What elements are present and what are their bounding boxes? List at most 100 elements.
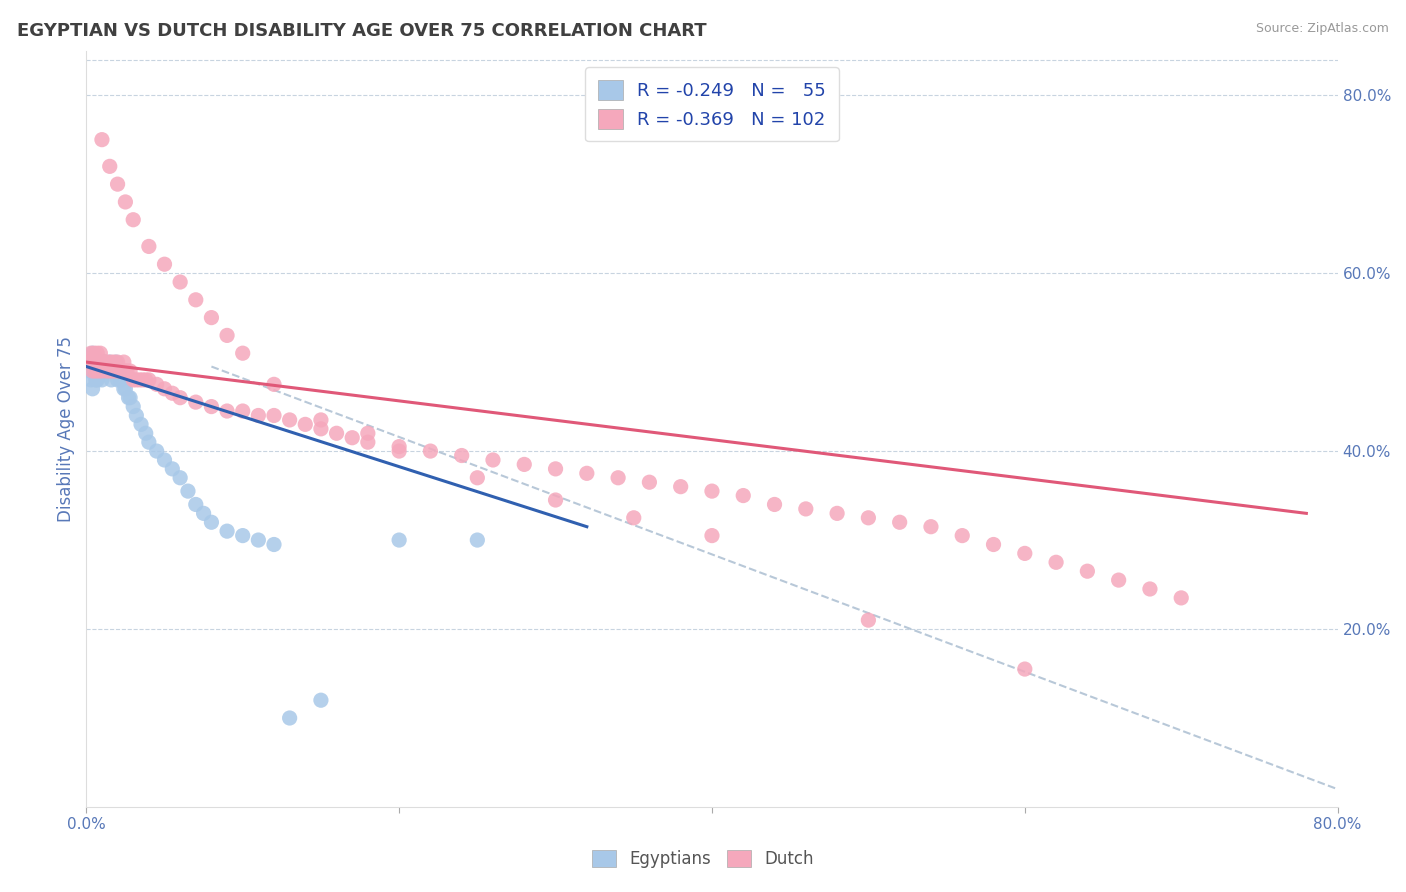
- Point: [90, 364, 112, 378]
- Point: [112, 382, 135, 396]
- Point: [700, 484, 723, 499]
- Point: [122, 212, 145, 227]
- Point: [112, 355, 135, 369]
- Point: [100, 373, 122, 387]
- Point: [169, 275, 191, 289]
- Point: [733, 489, 755, 503]
- Point: [90, 373, 112, 387]
- Point: [84, 355, 107, 369]
- Point: [79, 355, 101, 369]
- Point: [544, 462, 567, 476]
- Point: [215, 328, 238, 343]
- Point: [115, 364, 138, 378]
- Legend: R = -0.249   N =   55, R = -0.369   N = 102: R = -0.249 N = 55, R = -0.369 N = 102: [585, 67, 839, 141]
- Point: [1076, 564, 1098, 578]
- Point: [100, 355, 122, 369]
- Point: [388, 440, 411, 454]
- Point: [94, 355, 117, 369]
- Point: [117, 391, 139, 405]
- Point: [278, 711, 301, 725]
- Point: [79, 364, 101, 378]
- Point: [294, 417, 316, 432]
- Point: [80, 355, 103, 369]
- Point: [107, 355, 129, 369]
- Point: [215, 404, 238, 418]
- Point: [94, 355, 117, 369]
- Point: [107, 177, 129, 191]
- Point: [169, 391, 191, 405]
- Point: [1170, 591, 1192, 605]
- Point: [105, 355, 128, 369]
- Point: [82, 346, 104, 360]
- Point: [325, 426, 347, 441]
- Point: [86, 346, 108, 360]
- Point: [122, 373, 145, 387]
- Point: [84, 373, 107, 387]
- Point: [96, 364, 118, 378]
- Point: [87, 364, 110, 378]
- Point: [86, 364, 108, 378]
- Point: [86, 355, 108, 369]
- Point: [89, 355, 111, 369]
- Point: [101, 364, 124, 378]
- Point: [87, 364, 110, 378]
- Point: [89, 364, 111, 378]
- Point: [309, 693, 332, 707]
- Point: [794, 502, 817, 516]
- Point: [105, 364, 128, 378]
- Point: [1045, 555, 1067, 569]
- Point: [467, 533, 489, 547]
- Point: [80, 346, 103, 360]
- Legend: Egyptians, Dutch: Egyptians, Dutch: [586, 843, 820, 875]
- Point: [184, 498, 207, 512]
- Point: [1108, 573, 1130, 587]
- Point: [309, 422, 332, 436]
- Point: [87, 355, 110, 369]
- Point: [263, 537, 285, 551]
- Point: [101, 364, 124, 378]
- Point: [162, 386, 184, 401]
- Point: [89, 346, 111, 360]
- Point: [1014, 662, 1036, 676]
- Point: [247, 533, 270, 547]
- Point: [825, 507, 848, 521]
- Point: [263, 409, 285, 423]
- Point: [96, 364, 118, 378]
- Point: [86, 373, 108, 387]
- Point: [263, 377, 285, 392]
- Text: EGYPTIAN VS DUTCH DISABILITY AGE OVER 75 CORRELATION CHART: EGYPTIAN VS DUTCH DISABILITY AGE OVER 75…: [17, 22, 706, 40]
- Point: [97, 355, 120, 369]
- Point: [135, 373, 157, 387]
- Point: [83, 355, 105, 369]
- Point: [184, 293, 207, 307]
- Point: [90, 364, 112, 378]
- Point: [482, 453, 505, 467]
- Point: [97, 364, 120, 378]
- Point: [138, 239, 160, 253]
- Point: [200, 400, 222, 414]
- Point: [607, 471, 630, 485]
- Point: [107, 373, 129, 387]
- Point: [232, 346, 254, 360]
- Point: [89, 355, 111, 369]
- Point: [700, 528, 723, 542]
- Point: [638, 475, 661, 490]
- Point: [200, 515, 222, 529]
- Point: [200, 310, 222, 325]
- Point: [388, 444, 411, 458]
- Point: [669, 480, 692, 494]
- Point: [129, 417, 152, 432]
- Point: [153, 453, 176, 467]
- Point: [84, 364, 107, 378]
- Point: [309, 413, 332, 427]
- Point: [103, 364, 125, 378]
- Y-axis label: Disability Age Over 75: Disability Age Over 75: [58, 335, 75, 522]
- Point: [90, 355, 112, 369]
- Point: [83, 346, 105, 360]
- Point: [215, 524, 238, 538]
- Point: [889, 515, 911, 529]
- Point: [1014, 546, 1036, 560]
- Point: [357, 435, 380, 450]
- Point: [94, 364, 117, 378]
- Point: [467, 471, 489, 485]
